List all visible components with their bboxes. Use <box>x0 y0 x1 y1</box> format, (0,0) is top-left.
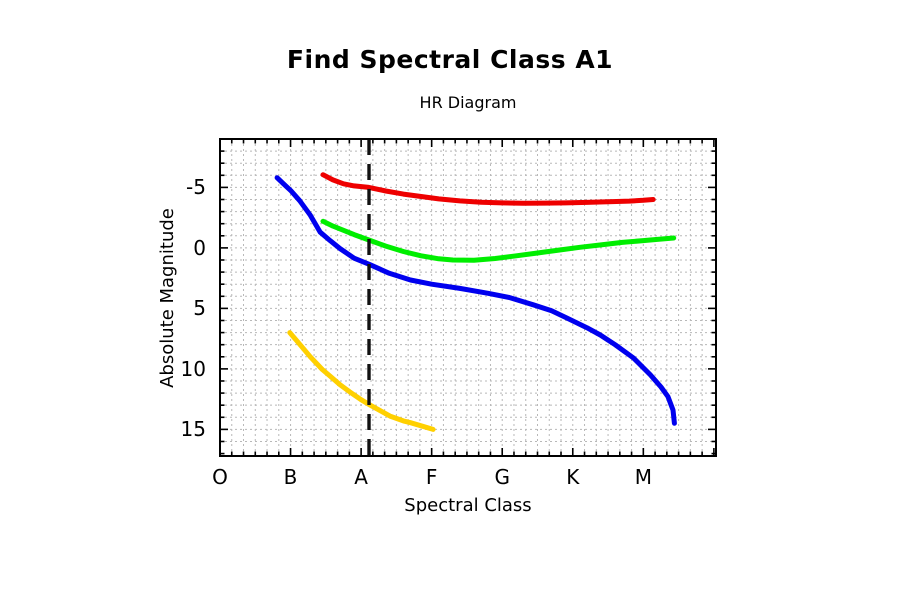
green-curve <box>320 218 677 263</box>
yellow-curve <box>287 330 436 432</box>
y-tick-label-5: 5 <box>193 296 206 321</box>
chart-title: HR Diagram <box>419 93 517 112</box>
y-tick-label--5: -5 <box>186 175 206 200</box>
x-tick-label-A: A <box>354 465 368 489</box>
x-tick-label-M: M <box>634 465 652 489</box>
plot-frame <box>219 138 717 457</box>
red-curve <box>320 172 656 206</box>
x-axis-label: Spectral Class <box>404 495 532 516</box>
page-title: Find Spectral Class A1 <box>286 45 614 74</box>
blue-curve <box>274 175 677 426</box>
x-tick-label-G: G <box>494 465 510 489</box>
x-tick-label-O: O <box>212 465 228 489</box>
x-tick-label-F: F <box>425 465 438 489</box>
y-tick-label-10: 10 <box>180 356 206 381</box>
x-tick-label-B: B <box>283 465 298 489</box>
x-tick-label-K: K <box>566 465 580 489</box>
y-tick-label-0: 0 <box>193 235 206 260</box>
y-tick-label-15: 15 <box>180 417 206 442</box>
